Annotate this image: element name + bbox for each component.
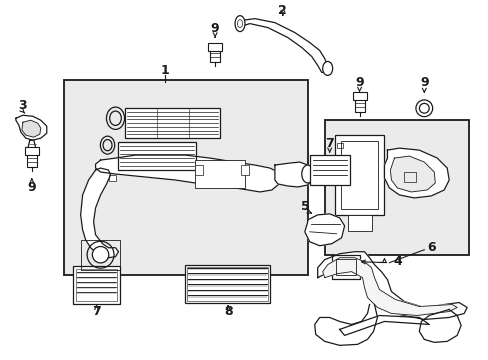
Ellipse shape: [419, 103, 428, 113]
Bar: [241, 165, 248, 175]
Text: 5: 5: [301, 201, 309, 213]
Text: 9: 9: [354, 76, 363, 89]
Polygon shape: [95, 155, 279, 192]
Text: 9: 9: [210, 22, 219, 35]
Bar: [187, 267, 267, 301]
Bar: [335, 259, 355, 275]
Polygon shape: [16, 115, 47, 140]
Bar: [76, 269, 117, 301]
Bar: [25, 147, 39, 155]
Ellipse shape: [92, 247, 108, 263]
Text: 9: 9: [419, 76, 428, 89]
Text: 1: 1: [161, 64, 169, 77]
Bar: [108, 175, 116, 181]
Text: 7: 7: [325, 137, 333, 150]
Text: 7: 7: [92, 305, 101, 318]
Bar: [73, 266, 120, 303]
Polygon shape: [317, 252, 466, 319]
Polygon shape: [81, 168, 118, 258]
Bar: [27, 153, 37, 167]
Polygon shape: [274, 162, 311, 187]
Polygon shape: [384, 148, 448, 198]
Polygon shape: [304, 214, 344, 246]
Polygon shape: [314, 305, 377, 345]
Bar: [309, 155, 349, 185]
Text: 2: 2: [278, 4, 286, 17]
Bar: [125, 108, 220, 138]
Bar: [118, 142, 196, 170]
Bar: [195, 160, 244, 188]
Ellipse shape: [301, 165, 313, 183]
Polygon shape: [28, 140, 37, 162]
Text: 9: 9: [27, 181, 36, 194]
Bar: [324, 120, 468, 255]
Polygon shape: [419, 310, 460, 342]
Bar: [63, 80, 307, 275]
Bar: [210, 49, 220, 62]
Bar: [404, 172, 415, 182]
Polygon shape: [339, 315, 428, 336]
Bar: [340, 141, 378, 209]
Ellipse shape: [103, 140, 112, 151]
Polygon shape: [240, 19, 327, 72]
Ellipse shape: [235, 15, 244, 32]
Bar: [208, 42, 222, 50]
Bar: [81, 240, 120, 270]
Polygon shape: [389, 156, 434, 192]
Bar: [336, 143, 342, 148]
Text: 3: 3: [19, 99, 27, 112]
Polygon shape: [322, 258, 456, 315]
Bar: [331, 255, 359, 279]
Text: 8: 8: [224, 305, 232, 318]
Polygon shape: [22, 120, 41, 137]
Bar: [347, 215, 371, 231]
Bar: [195, 165, 203, 175]
Bar: [352, 92, 366, 100]
Ellipse shape: [322, 62, 332, 75]
Ellipse shape: [109, 111, 121, 125]
Bar: [185, 265, 269, 302]
Bar: [354, 98, 364, 112]
Bar: [334, 135, 384, 215]
Text: 4: 4: [392, 255, 401, 268]
Text: 6: 6: [426, 241, 435, 254]
